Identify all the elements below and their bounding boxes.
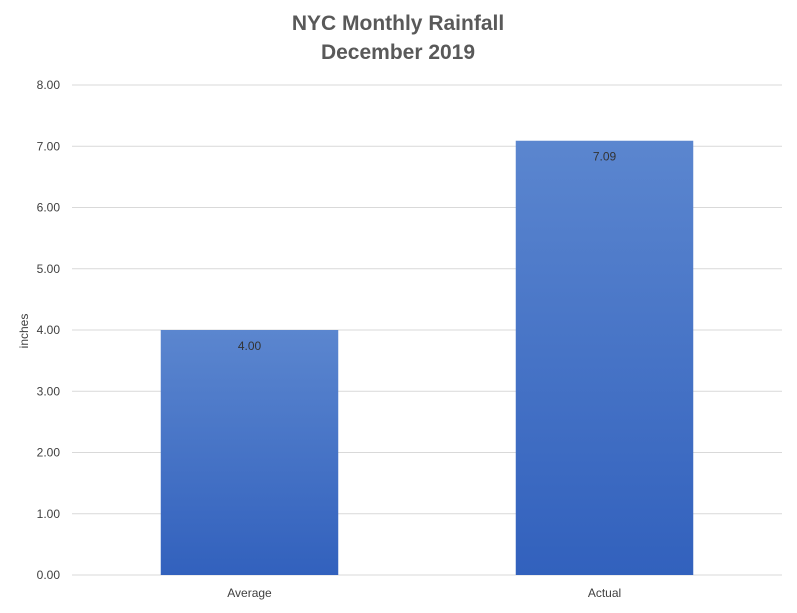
x-tick-label: Average (227, 586, 272, 600)
bar-average (160, 330, 339, 575)
x-axis-ticks: Average Actual (227, 586, 621, 600)
chart-subtitle: December 2019 (321, 41, 475, 64)
y-tick-label: 1.00 (37, 507, 61, 521)
y-axis-title: inches (17, 314, 31, 349)
y-tick-label: 7.00 (37, 139, 61, 153)
bars (160, 140, 694, 576)
y-tick-label: 4.00 (37, 323, 61, 337)
chart-title: NYC Monthly Rainfall (292, 12, 504, 35)
data-label-actual: 7.09 (593, 150, 617, 164)
data-label-average: 4.00 (238, 339, 262, 353)
y-axis-ticks: 0.00 1.00 2.00 3.00 4.00 5.00 6.00 7.00 8.00 (37, 78, 61, 582)
x-tick-label: Actual (588, 586, 621, 600)
y-tick-label: 8.00 (37, 78, 61, 92)
y-tick-label: 2.00 (37, 446, 61, 460)
y-tick-label: 0.00 (37, 568, 61, 582)
data-labels: 4.00 7.09 (238, 150, 617, 353)
bar-actual (515, 140, 694, 576)
y-tick-label: 5.00 (37, 262, 61, 276)
y-tick-label: 6.00 (37, 201, 61, 215)
y-tick-label: 3.00 (37, 384, 61, 398)
